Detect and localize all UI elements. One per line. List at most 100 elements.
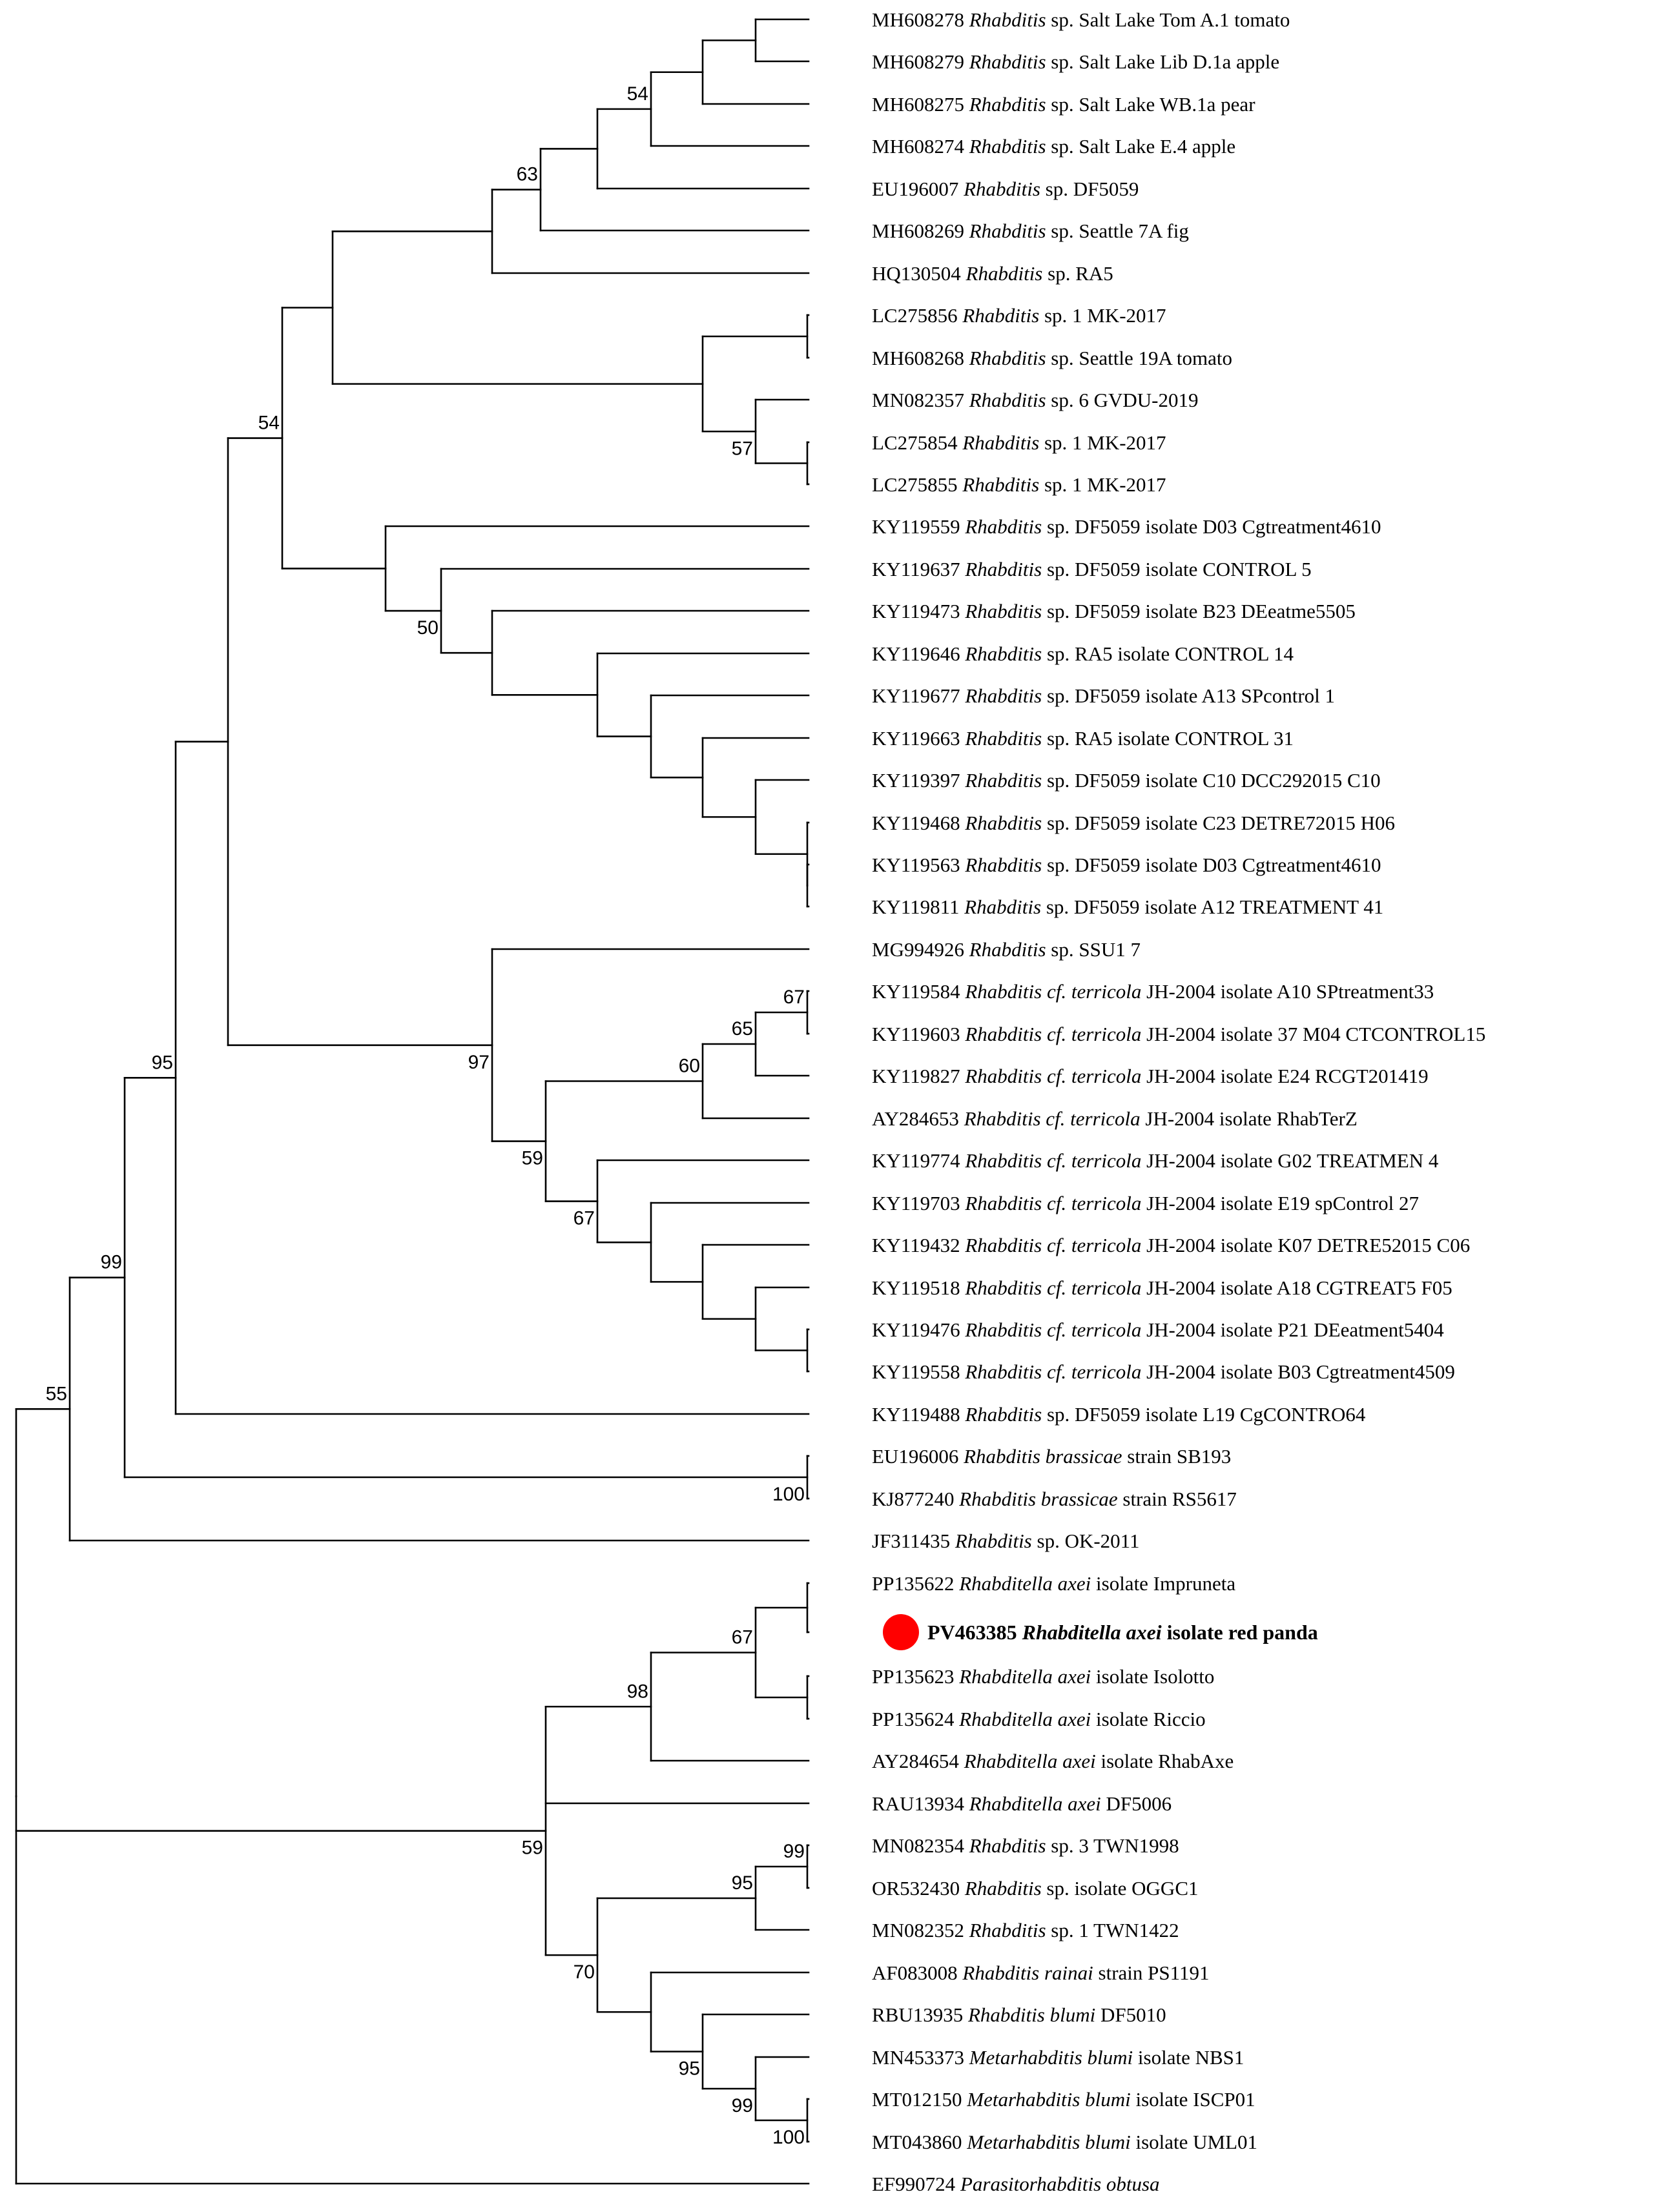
tip-descriptor: JH-2004 isolate E19 spControl 27 [1141, 1192, 1419, 1214]
tip-taxon: Rhabditella axei [969, 1792, 1101, 1815]
tip-taxon: Rhabditis [964, 727, 1042, 750]
tip-descriptor: strain RS5617 [1118, 1488, 1237, 1510]
tip-label: KJ877240 Rhabditis brassicae strain RS56… [872, 1488, 1237, 1510]
tip-taxon: Rhabditella axei [958, 1708, 1091, 1730]
bootstrap-value: 99 [101, 1252, 122, 1273]
bootstrap-value: 65 [732, 1018, 753, 1039]
tip-descriptor: sp. RA5 isolate CONTROL 31 [1042, 727, 1294, 750]
tip-accession: KY119473 [872, 600, 965, 622]
tip-descriptor: sp. DF5059 isolate D03 Cgtreatment4610 [1042, 515, 1381, 538]
tip-label: MN082352 Rhabditis sp. 1 TWN1422 [872, 1919, 1179, 1941]
tip-accession: LC275855 [872, 473, 962, 496]
tip-taxon: Rhabditis [969, 93, 1046, 116]
tip-accession: RAU13934 [872, 1792, 969, 1815]
tip-label: KY119558 Rhabditis cf. terricola JH-2004… [872, 1360, 1455, 1383]
bootstrap-value: 59 [522, 1838, 543, 1859]
tip-accession: KY119476 [872, 1318, 965, 1341]
tip-accession: JF311435 [872, 1530, 955, 1552]
tip-labels: MH608278 Rhabditis sp. Salt Lake Tom A.1… [872, 8, 1485, 2195]
tip-label: KY119637 Rhabditis sp. DF5059 isolate CO… [872, 558, 1312, 580]
tip-taxon: Rhabditis [964, 812, 1042, 834]
tip-taxon: Rhabditella axei [958, 1665, 1091, 1688]
tip-taxon: Rhabditis cf. terricola [964, 980, 1141, 1003]
tip-taxon: Rhabditella axei [958, 1572, 1091, 1595]
bootstrap-value: 99 [783, 1841, 805, 1862]
tip-descriptor: sp. SSU1 7 [1046, 938, 1141, 961]
tip-accession: KY119703 [872, 1192, 965, 1214]
tip-label: AF083008 Rhabditis rainai strain PS1191 [872, 1961, 1209, 1984]
tip-accession: PV463385 [927, 1621, 1022, 1644]
tip-label: LC275855 Rhabditis sp. 1 MK-2017 [872, 473, 1166, 496]
bootstrap-value: 95 [152, 1052, 173, 1073]
tip-descriptor: JH-2004 isolate E24 RCGT201419 [1141, 1065, 1428, 1087]
tip-label: OR532430 Rhabditis sp. isolate OGGC1 [872, 1877, 1199, 1900]
tip-accession: LC275854 [872, 431, 962, 454]
tip-descriptor: sp. DF5059 isolate CONTROL 5 [1042, 558, 1311, 580]
tip-taxon: Rhabditis [964, 515, 1042, 538]
tip-descriptor: isolate red panda [1162, 1621, 1318, 1644]
tip-taxon: Rhabditis cf. terricola [964, 1234, 1141, 1256]
tip-descriptor: DF5010 [1095, 2003, 1166, 2026]
tip-taxon: Metarhabditis blumi [969, 2046, 1133, 2069]
tip-taxon: Rhabditis [969, 1834, 1046, 1857]
tip-descriptor: JH-2004 isolate 37 M04 CTCONTROL15 [1141, 1023, 1485, 1045]
tip-accession: KY119584 [872, 980, 965, 1003]
tip-taxon: Rhabditis [962, 304, 1039, 327]
tip-accession: EF990724 [872, 2173, 960, 2195]
tip-label: AY284653 Rhabditis cf. terricola JH-2004… [872, 1107, 1358, 1130]
tip-label: KY119563 Rhabditis sp. DF5059 isolate D0… [872, 854, 1381, 876]
tip-descriptor: isolate Isolotto [1091, 1665, 1214, 1688]
tip-accession: KY119677 [872, 684, 965, 707]
tip-taxon: Rhabditella axei [964, 1750, 1096, 1772]
tip-taxon: Rhabditis cf. terricola [964, 1192, 1141, 1214]
bootstrap-value: 54 [258, 413, 280, 434]
tip-label: EF990724 Parasitorhabditis obtusa [872, 2173, 1160, 2195]
tip-descriptor: strain PS1191 [1093, 1961, 1210, 1984]
tip-taxon: Rhabditis [969, 1919, 1046, 1941]
tip-descriptor: sp. Salt Lake E.4 apple [1046, 135, 1236, 158]
tip-label: MH608278 Rhabditis sp. Salt Lake Tom A.1… [872, 8, 1290, 31]
tip-label: KY119468 Rhabditis sp. DF5059 isolate C2… [872, 812, 1395, 834]
tip-label: LC275854 Rhabditis sp. 1 MK-2017 [872, 431, 1166, 454]
tip-taxon: Rhabditis cf. terricola [964, 1107, 1141, 1130]
tip-taxon: Rhabditis [969, 220, 1046, 242]
tip-label: KY119827 Rhabditis cf. terricola JH-2004… [872, 1065, 1429, 1087]
bootstrap-value: 70 [573, 1961, 595, 1983]
tip-accession: OR532430 [872, 1877, 965, 1900]
tip-accession: KY119827 [872, 1065, 965, 1087]
tip-taxon: Rhabditis [964, 1877, 1042, 1900]
tip-accession: MH608268 [872, 347, 969, 369]
tip-taxon: Rhabditis brassicae [963, 1445, 1122, 1468]
tip-descriptor: JH-2004 isolate A10 SPtreatment33 [1141, 980, 1434, 1003]
tip-descriptor: isolate Riccio [1091, 1708, 1205, 1730]
tip-accession: MH608278 [872, 8, 969, 31]
tip-accession: KY119603 [872, 1023, 965, 1045]
tip-accession: AF083008 [872, 1961, 962, 1984]
tip-accession: KY119558 [872, 1360, 965, 1383]
tip-descriptor: sp. DF5059 isolate L19 CgCONTRO64 [1042, 1403, 1366, 1426]
tip-accession: KY119559 [872, 515, 965, 538]
tip-descriptor: JH-2004 isolate A18 CGTREAT5 F05 [1141, 1276, 1452, 1299]
tip-label: KY119518 Rhabditis cf. terricola JH-2004… [872, 1276, 1452, 1299]
tip-taxon: Rhabditis [969, 50, 1046, 73]
tip-taxon: Rhabditis [969, 938, 1046, 961]
tip-taxon: Rhabditis [964, 642, 1042, 665]
tip-label: RBU13935 Rhabditis blumi DF5010 [872, 2003, 1166, 2026]
tip-descriptor: sp. Salt Lake Lib D.1a apple [1046, 50, 1280, 73]
tip-taxon: Metarhabditis blumi [966, 2088, 1130, 2111]
tip-accession: MG994926 [872, 938, 969, 961]
tip-taxon: Metarhabditis blumi [966, 2131, 1130, 2153]
tip-accession: KY119774 [872, 1149, 965, 1172]
bootstrap-value: 55 [46, 1383, 67, 1404]
tip-label: KY119397 Rhabditis sp. DF5059 isolate C1… [872, 769, 1381, 792]
tip-label: KY119476 Rhabditis cf. terricola JH-2004… [872, 1318, 1444, 1341]
tip-taxon: Rhabditis [963, 178, 1040, 200]
tip-label: MN082357 Rhabditis sp. 6 GVDU-2019 [872, 389, 1198, 411]
bootstrap-value: 54 [627, 83, 648, 105]
tip-taxon: Rhabditis [962, 473, 1039, 496]
tip-descriptor: DF5006 [1101, 1792, 1172, 1815]
tip-descriptor: strain SB193 [1122, 1445, 1232, 1468]
tip-descriptor: sp. Salt Lake WB.1a pear [1046, 93, 1256, 116]
tip-descriptor: sp. 6 GVDU-2019 [1046, 389, 1199, 411]
tip-descriptor: sp. isolate OGGC1 [1042, 1877, 1199, 1900]
